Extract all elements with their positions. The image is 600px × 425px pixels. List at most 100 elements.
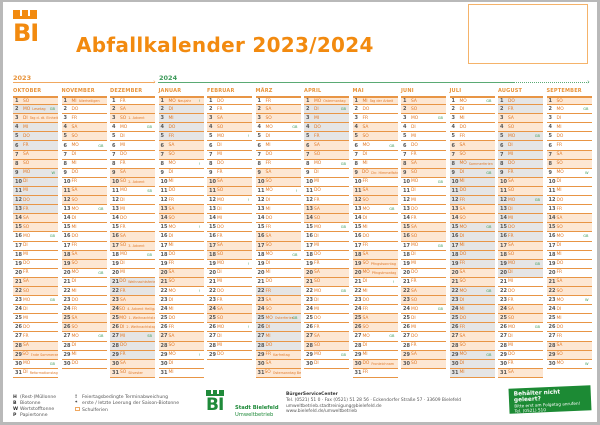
weekday: MO xyxy=(459,352,467,358)
day-cell: 3 FR xyxy=(352,114,398,124)
day-number: 26 xyxy=(306,324,313,331)
day-cell: 23 FR xyxy=(207,296,252,306)
collection-marker: ! xyxy=(199,99,201,104)
day-number: 4 xyxy=(306,124,310,131)
weekday: FR xyxy=(265,161,272,167)
day-cell: 26 DI 2. Weihnachtstag xyxy=(110,323,155,333)
day-cell: 25 DO xyxy=(304,314,349,324)
day-cell: 8 MO Sommerferien xyxy=(449,159,495,169)
day-number: 18 xyxy=(500,251,507,258)
day-number: 18 xyxy=(451,251,459,258)
weekday: FR xyxy=(362,179,369,185)
day-cell: 3 DI Tag d. dt. Einheit xyxy=(13,114,58,124)
day-number: 14 xyxy=(354,215,362,222)
day-number: 28 xyxy=(354,342,362,349)
day-cell: 13 MO GB xyxy=(352,205,398,215)
weekday: DI xyxy=(508,333,513,339)
day-number: 16 xyxy=(451,233,459,240)
weekday: FR xyxy=(120,352,126,358)
arrow-right-icon: › xyxy=(587,78,590,86)
email-link[interactable]: umweltbetrieb.stadtreinigung@bielefeld.d… xyxy=(286,403,382,409)
day-number: 19 xyxy=(257,260,265,267)
day-number: 25 xyxy=(403,315,410,322)
weekday: MO xyxy=(411,243,419,249)
weekday: MI xyxy=(362,98,368,104)
day-number: 9 xyxy=(306,169,310,176)
day-cell: 14 SA xyxy=(13,214,58,224)
day-cell: 18 MI xyxy=(13,250,58,260)
day-cell: 26 SO xyxy=(61,323,107,333)
day-number: 31 xyxy=(112,369,119,376)
day-cell: 2 DI xyxy=(449,105,495,115)
day-number: 26 xyxy=(548,324,556,331)
day-number: 23 xyxy=(354,297,362,304)
day-cell: 15 SO xyxy=(546,223,592,233)
day-cell: 6 SA xyxy=(449,141,495,151)
day-number: 25 xyxy=(548,315,556,322)
month-name: JULI xyxy=(449,88,462,94)
day-cell: 6 SA xyxy=(158,141,204,151)
day-cell: 31 FR xyxy=(352,368,398,378)
day-cell: 4 DO xyxy=(449,123,495,133)
day-number: 24 xyxy=(500,306,507,313)
day-cell: 30 FR xyxy=(498,359,543,369)
day-note: Ende Sommerzeit xyxy=(30,352,58,357)
weekday: SO xyxy=(120,115,127,121)
day-cell: 15 MO GB xyxy=(449,223,495,233)
day-number: 18 xyxy=(112,251,119,258)
day-number: 18 xyxy=(15,251,22,258)
day-number: 1 xyxy=(209,98,213,105)
day-cell: 16 DO xyxy=(61,232,107,242)
day-number: 3 xyxy=(306,115,310,122)
day-cell: 13 SA xyxy=(449,205,495,215)
day-cell: 13 MI xyxy=(255,205,301,215)
legend-key: ! xyxy=(75,395,78,400)
day-number: 25 xyxy=(112,315,119,322)
day-number: 3 xyxy=(63,115,67,122)
day-cell: 7 SO xyxy=(449,150,495,160)
day-cell: 4 SO xyxy=(498,123,543,133)
day-number: 6 xyxy=(209,142,213,149)
day-cell: 3 MO GB xyxy=(401,114,446,124)
day-cell: 14 DO xyxy=(255,214,301,224)
weekday: MI xyxy=(459,115,465,121)
day-cell: 22 SO xyxy=(13,286,58,297)
day-cell: 13 MO GB xyxy=(61,205,107,215)
day-number: 28 xyxy=(160,342,168,349)
day-cell: 2 SO xyxy=(401,105,446,115)
day-number: 21 xyxy=(63,278,71,285)
month-column: AUGUST 1 DO 2 FR 3 SA 4 SO 5 MO GB 6 DI 7 MI 8 DO 9 FR 10 SA 1… xyxy=(498,88,547,378)
day-number: 4 xyxy=(257,124,261,131)
day-cell: 6 DI xyxy=(207,141,252,151)
weekday: DO xyxy=(217,288,224,294)
day-cell: 25 DO xyxy=(158,314,204,324)
weekday: MO xyxy=(265,315,273,321)
day-cell: 26 FR xyxy=(449,323,495,333)
day-number: 14 xyxy=(112,215,119,222)
day-number: 7 xyxy=(209,151,213,158)
day-number: 23 xyxy=(500,297,507,304)
weekday: SO xyxy=(265,179,272,185)
day-cell: 14 SO xyxy=(449,214,495,224)
month-column: MAI 1 MI Tag der Arbeit 2 DO 3 FR 4 SA 5 SO 6 MO GB 7 DI… xyxy=(352,88,402,378)
day-cell: 5 FR xyxy=(304,132,349,142)
day-number: 1 xyxy=(112,98,116,105)
weekday: FR xyxy=(508,106,514,112)
legend-label: (Rest-)Müllonne xyxy=(20,395,57,400)
day-number: 21 xyxy=(451,278,459,285)
day-cell: 6 DI xyxy=(498,141,543,151)
website-link[interactable]: www.bielefeld.de/umweltbetrieb xyxy=(286,409,358,415)
day-note: Ostersonntag Beginn Sommerzeit xyxy=(272,370,301,375)
day-cell: 8 MI xyxy=(352,159,398,169)
day-number: 16 xyxy=(306,233,313,240)
weekday: DI xyxy=(23,243,28,249)
weekday: FR xyxy=(265,352,272,358)
day-note: Tag d. dt. Einheit xyxy=(29,116,58,121)
day-cell: 19 FR xyxy=(304,259,349,269)
day-cell: 28 SO xyxy=(158,341,204,351)
day-number: 8 xyxy=(63,160,67,167)
weekday: SA xyxy=(508,306,514,312)
collection-marker: ! xyxy=(199,289,201,294)
day-number: 2 xyxy=(500,106,504,113)
day-cell: 23 DO xyxy=(61,296,107,306)
